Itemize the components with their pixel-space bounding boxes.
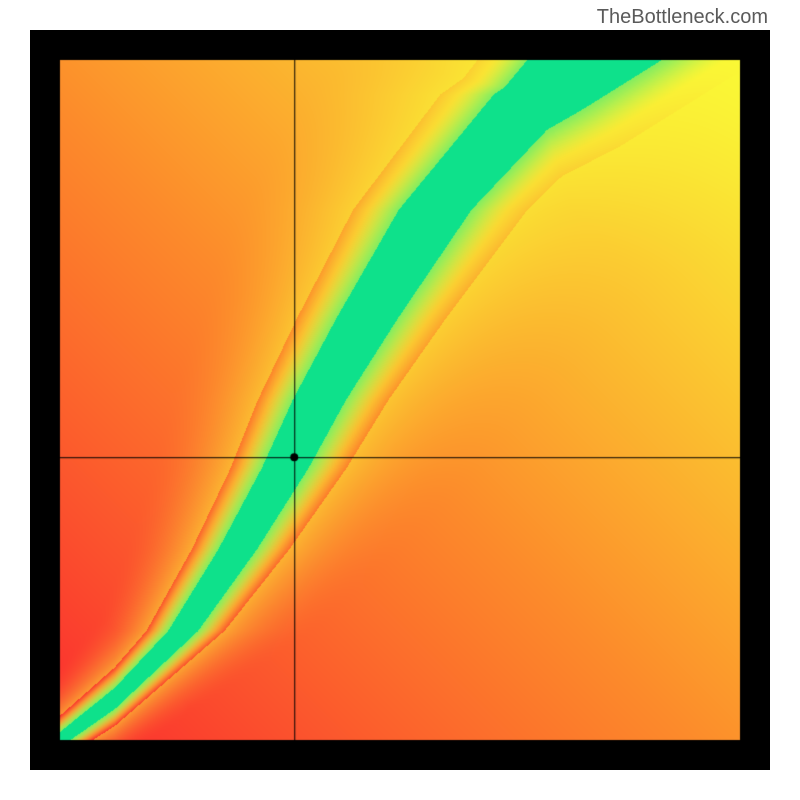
watermark-text: TheBottleneck.com (597, 6, 768, 29)
heatmap-canvas (30, 30, 770, 770)
plot-frame (30, 30, 770, 770)
